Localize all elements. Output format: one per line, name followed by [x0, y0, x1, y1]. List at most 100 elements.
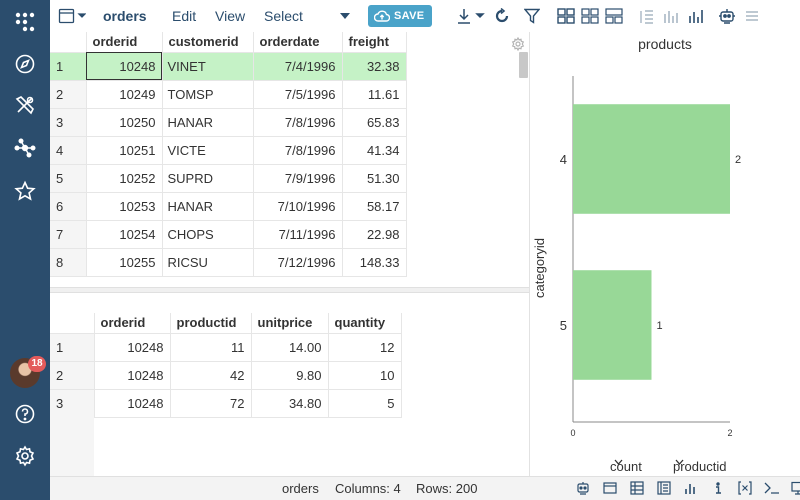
row-number[interactable]: 3 [50, 108, 87, 137]
tools-icon[interactable] [11, 91, 39, 119]
table-cell[interactable]: TOMSP [162, 80, 254, 109]
row-number[interactable]: 2 [50, 361, 95, 390]
column-chart-icon[interactable] [684, 481, 698, 498]
info-icon[interactable] [711, 481, 725, 498]
status-table-name[interactable]: orders [282, 481, 319, 496]
table-view-dropdown[interactable] [58, 0, 86, 32]
network-icon[interactable] [11, 134, 39, 162]
table-cell[interactable]: 10252 [86, 164, 163, 193]
order-details-grid[interactable]: orderid productid unitprice quantity 1 10… [50, 313, 402, 418]
row-number[interactable]: 5 [50, 164, 87, 193]
table-cell[interactable]: VICTE [162, 136, 254, 165]
table-cell[interactable]: 9.80 [251, 361, 329, 390]
table-cell[interactable]: 12 [328, 333, 402, 362]
table-cell[interactable]: HANAR [162, 108, 254, 137]
table-cell[interactable]: 7/8/1996 [253, 136, 343, 165]
table-row[interactable]: 5 10252 SUPRD 7/9/1996 51.30 [50, 164, 407, 193]
details-panel-icon[interactable] [657, 481, 671, 498]
table-cell[interactable]: 32.38 [342, 52, 407, 81]
table-cell[interactable]: 10253 [86, 192, 163, 221]
compass-icon[interactable] [11, 50, 39, 78]
table-row[interactable]: 6 10253 HANAR 7/10/1996 58.17 [50, 192, 407, 221]
table-cell[interactable]: 5 [328, 389, 402, 418]
table-row[interactable]: 2 10248 42 9.80 10 [50, 361, 402, 390]
table-cell[interactable]: 7/11/1996 [253, 220, 343, 249]
column-header-freight[interactable]: freight [342, 32, 407, 53]
table-cell[interactable]: 10250 [86, 108, 163, 137]
save-button[interactable]: SAVE [368, 5, 433, 27]
layout-split-icon[interactable] [581, 0, 599, 32]
row-number[interactable]: 1 [50, 52, 87, 81]
star-icon[interactable] [11, 177, 39, 205]
table-row[interactable]: 3 10250 HANAR 7/8/1996 65.83 [50, 108, 407, 137]
row-number[interactable]: 3 [50, 389, 95, 418]
table-row[interactable]: 7 10254 CHOPS 7/11/1996 22.98 [50, 220, 407, 249]
variables-icon[interactable] [738, 481, 752, 498]
bar-chart-viewer[interactable]: products 4 2 5 1 0 2 categoryid count producti… [530, 32, 800, 476]
table-row[interactable]: 2 10249 TOMSP 7/5/1996 11.61 [50, 80, 407, 109]
menu-edit[interactable]: Edit [172, 8, 197, 24]
table-cell[interactable]: 10249 [86, 80, 163, 109]
table-cell[interactable]: 58.17 [342, 192, 407, 221]
table-cell[interactable]: 10248 [94, 333, 171, 362]
column-stats-icon[interactable] [663, 0, 679, 32]
column-header-orderid[interactable]: orderid [94, 313, 171, 334]
row-number[interactable]: 4 [50, 136, 87, 165]
table-row[interactable]: 1 10248 11 14.00 12 [50, 333, 402, 362]
hamburger-menu-icon[interactable] [746, 0, 758, 32]
bar[interactable] [573, 270, 652, 380]
table-cell[interactable]: CHOPS [162, 220, 254, 249]
chart-canvas[interactable]: 4 2 5 1 0 2 categoryid [530, 32, 800, 476]
download-icon[interactable] [457, 0, 485, 32]
table-cell[interactable]: 148.33 [342, 248, 407, 277]
table-cell[interactable]: 10255 [86, 248, 163, 277]
console-icon[interactable] [764, 481, 780, 498]
panel-divider[interactable] [529, 32, 530, 476]
menu-view[interactable]: View [215, 8, 246, 24]
category-column-select[interactable]: productid [673, 459, 726, 474]
vertical-scrollbar[interactable] [519, 52, 528, 78]
histogram-icon[interactable] [688, 0, 706, 32]
table-row[interactable]: 8 10255 RICSU 7/12/1996 148.33 [50, 248, 407, 277]
table-cell[interactable]: 7/12/1996 [253, 248, 343, 277]
table-cell[interactable]: 42 [170, 361, 252, 390]
refresh-icon[interactable] [494, 0, 510, 32]
presentation-icon[interactable] [791, 481, 800, 498]
grid-settings-icon[interactable] [511, 36, 525, 54]
table-row[interactable]: 4 10251 VICTE 7/8/1996 41.34 [50, 136, 407, 165]
table-cell[interactable]: SUPRD [162, 164, 254, 193]
column-header-orderdate[interactable]: orderdate [253, 32, 343, 53]
window-icon[interactable] [603, 481, 617, 498]
layout-panels-icon[interactable] [605, 0, 623, 32]
table-cell[interactable]: 10248 [94, 389, 171, 418]
robot-icon[interactable] [718, 0, 736, 32]
table-cell[interactable]: 7/9/1996 [253, 164, 343, 193]
filter-icon[interactable] [524, 0, 540, 32]
orders-grid[interactable]: orderid customerid orderdate freight 1 10… [50, 32, 407, 277]
row-number[interactable]: 7 [50, 220, 87, 249]
table-cell[interactable]: 41.34 [342, 136, 407, 165]
table-cell[interactable]: 10251 [86, 136, 163, 165]
column-header-quantity[interactable]: quantity [328, 313, 402, 334]
row-number[interactable]: 8 [50, 248, 87, 277]
table-cell[interactable]: 7/8/1996 [253, 108, 343, 137]
layout-grid-icon[interactable] [557, 0, 575, 32]
row-number[interactable]: 1 [50, 333, 95, 362]
table-cell[interactable]: 7/5/1996 [253, 80, 343, 109]
table-row[interactable]: 3 10248 72 34.80 5 [50, 389, 402, 418]
table-cell[interactable]: 10248 [94, 361, 171, 390]
row-number[interactable]: 6 [50, 192, 87, 221]
table-cell[interactable]: 10248 [86, 52, 163, 81]
table-cell[interactable]: 10254 [86, 220, 163, 249]
menu-select[interactable]: Select [264, 0, 350, 32]
table-row[interactable]: 1 10248 VINET 7/4/1996 32.38 [50, 52, 407, 81]
table-cell[interactable]: RICSU [162, 248, 254, 277]
column-header-orderid[interactable]: orderid [86, 32, 163, 53]
help-icon[interactable] [11, 400, 39, 428]
table-cell[interactable]: 10 [328, 361, 402, 390]
bar[interactable] [573, 104, 730, 214]
column-header-productid[interactable]: productid [170, 313, 252, 334]
column-header-unitprice[interactable]: unitprice [251, 313, 329, 334]
table-cell[interactable]: 11 [170, 333, 252, 362]
table-cell[interactable]: 65.83 [342, 108, 407, 137]
